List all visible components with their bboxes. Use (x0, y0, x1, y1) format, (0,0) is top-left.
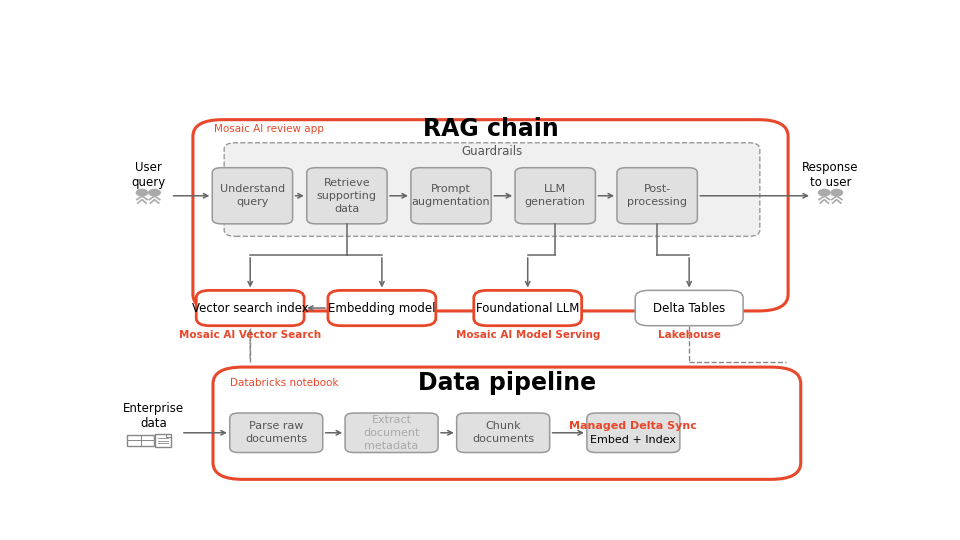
Circle shape (831, 190, 843, 196)
FancyBboxPatch shape (225, 143, 760, 237)
Circle shape (149, 190, 160, 196)
FancyBboxPatch shape (213, 367, 801, 480)
Text: Response
to user: Response to user (803, 161, 859, 189)
FancyBboxPatch shape (587, 413, 680, 453)
FancyBboxPatch shape (345, 413, 438, 453)
FancyBboxPatch shape (307, 168, 387, 224)
Circle shape (136, 190, 148, 196)
Text: Parse raw
documents: Parse raw documents (245, 421, 307, 444)
FancyBboxPatch shape (636, 291, 743, 326)
Circle shape (819, 190, 830, 196)
FancyBboxPatch shape (411, 168, 492, 224)
Text: Enterprise
data: Enterprise data (123, 402, 184, 430)
Text: Lakehouse: Lakehouse (658, 330, 721, 340)
Text: Chunk
documents: Chunk documents (472, 421, 534, 444)
Text: RAG chain: RAG chain (422, 117, 559, 141)
Text: Embedding model: Embedding model (328, 301, 436, 314)
FancyBboxPatch shape (229, 413, 323, 453)
FancyBboxPatch shape (128, 435, 155, 446)
Text: LLM
generation: LLM generation (525, 184, 586, 207)
Text: Guardrails: Guardrails (462, 145, 522, 158)
Text: Mosaic AI review app: Mosaic AI review app (214, 124, 324, 134)
Text: Extract
document
metadata: Extract document metadata (364, 415, 420, 450)
FancyBboxPatch shape (193, 120, 788, 311)
Text: Prompt
augmentation: Prompt augmentation (412, 184, 491, 207)
Text: Data pipeline: Data pipeline (418, 371, 596, 395)
Text: Vector search index: Vector search index (192, 301, 308, 314)
Text: Retrieve
supporting
data: Retrieve supporting data (317, 178, 377, 214)
FancyBboxPatch shape (617, 168, 697, 224)
FancyBboxPatch shape (212, 168, 293, 224)
FancyBboxPatch shape (474, 291, 582, 326)
Text: Embed + Index: Embed + Index (590, 435, 677, 445)
FancyBboxPatch shape (155, 435, 171, 447)
FancyBboxPatch shape (516, 168, 595, 224)
FancyBboxPatch shape (328, 291, 436, 326)
Text: Managed Delta Sync: Managed Delta Sync (569, 421, 697, 431)
Text: Understand
query: Understand query (220, 184, 285, 207)
Text: User
query: User query (132, 161, 165, 189)
Text: Mosaic AI Model Serving: Mosaic AI Model Serving (456, 330, 600, 340)
FancyBboxPatch shape (457, 413, 550, 453)
Text: Foundational LLM: Foundational LLM (476, 301, 580, 314)
Text: Delta Tables: Delta Tables (653, 301, 726, 314)
FancyBboxPatch shape (196, 291, 304, 326)
Text: Post-
processing: Post- processing (627, 184, 687, 207)
Text: Databricks notebook: Databricks notebook (230, 378, 339, 388)
Text: Mosaic AI Vector Search: Mosaic AI Vector Search (180, 330, 322, 340)
